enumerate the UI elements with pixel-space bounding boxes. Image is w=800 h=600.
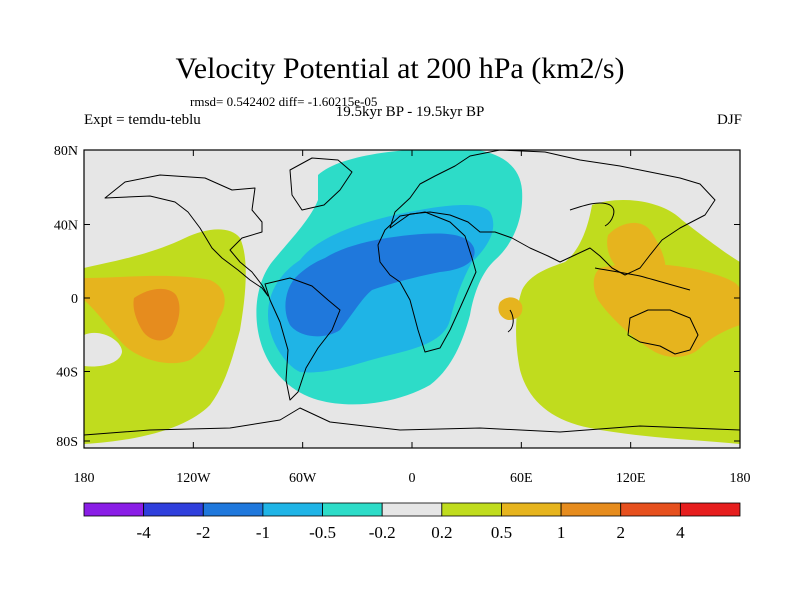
stats-text: rmsd= 0.542402 diff= -1.60215e-05 xyxy=(190,94,378,109)
map-title: Velocity Potential at 200 hPa (km2/s) xyxy=(175,52,625,85)
lat-tick-label: 80S xyxy=(56,435,78,450)
colorbar-swatch xyxy=(560,502,622,517)
pacific-neutral-inlet xyxy=(84,332,122,367)
colorbar-swatch xyxy=(501,502,562,517)
colorbar-label: -2 xyxy=(196,523,210,542)
season-label: DJF xyxy=(716,112,742,128)
colorbar-label: -1 xyxy=(256,523,270,542)
map-plot-area xyxy=(84,150,740,448)
colorbar-label: 1 xyxy=(557,523,566,542)
colorbar-swatch xyxy=(441,502,502,517)
period-label: 19.5kyr BP - 19.5kyr BP xyxy=(335,104,485,120)
lon-tick-label: 60E xyxy=(510,471,533,486)
colorbar-label: 2 xyxy=(616,523,625,542)
colorbar-labels: -4 -2 -1 -0.5 -0.2 0.2 0.5 1 2 4 xyxy=(137,523,686,542)
lat-tick-label: 40S xyxy=(56,366,78,381)
colorbar xyxy=(83,502,741,517)
lon-tick-label: 180 xyxy=(74,471,95,486)
coastlines xyxy=(84,150,740,436)
experiment-label: Expt = temdu-teblu xyxy=(84,112,201,128)
colorbar-label: -4 xyxy=(137,523,152,542)
colorbar-label: 0.5 xyxy=(491,523,512,542)
lat-tick-label: 40N xyxy=(54,219,78,234)
lon-tick-label: 0 xyxy=(409,471,416,486)
colorbar-swatch xyxy=(83,502,145,517)
colorbar-label: 0.2 xyxy=(431,523,452,542)
lon-tick-label: 120E xyxy=(616,471,646,486)
colorbar-label: -0.5 xyxy=(309,523,336,542)
pacific-orange-core xyxy=(133,288,180,341)
lat-tick-label: 0 xyxy=(71,292,78,307)
lon-tick-label: 60W xyxy=(289,471,317,486)
colorbar-label: 4 xyxy=(676,523,685,542)
colorbar-swatch xyxy=(262,502,323,517)
colorbar-swatch xyxy=(202,502,264,517)
colorbar-swatch xyxy=(679,502,741,517)
lat-tick-label: 80N xyxy=(54,144,78,159)
latitude-axis: 80N 40N 0 40S 80S xyxy=(54,144,740,450)
indian-ocean-gold-spot xyxy=(498,297,523,320)
lon-tick-label: 120W xyxy=(176,471,211,486)
colorbar-swatch xyxy=(620,502,681,517)
lon-tick-label: 180 xyxy=(730,471,751,486)
atlantic-blue-core xyxy=(285,233,475,337)
longitude-axis: 180 120W 60W 0 60E 120E 180 xyxy=(74,150,751,486)
colorbar-swatch xyxy=(322,502,383,517)
colorbar-swatch xyxy=(381,502,443,517)
colorbar-swatch xyxy=(143,502,204,517)
colorbar-label: -0.2 xyxy=(369,523,396,542)
